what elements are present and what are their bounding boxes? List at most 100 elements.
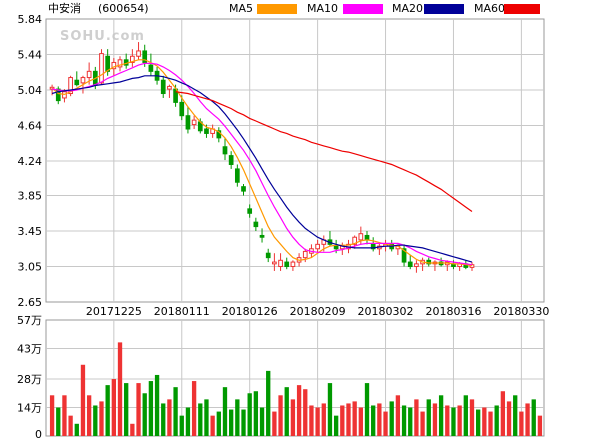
volume-y-axis: 57万 43万 28万 14万 0 — [17, 314, 42, 440]
candle-body-up — [136, 50, 141, 57]
candle — [377, 242, 382, 255]
candle-body-up — [352, 236, 358, 245]
volume-bar-down — [364, 383, 370, 436]
volume-bar-up — [191, 381, 197, 436]
volume-bar-down — [247, 393, 252, 436]
candle — [55, 86, 61, 105]
volume-bar-down — [401, 405, 407, 436]
volume-bar-up — [278, 395, 283, 436]
candle-body-up — [49, 86, 55, 90]
watermark: SOHU.com — [60, 29, 145, 44]
volume-bar-up — [482, 407, 487, 436]
candle-body-down — [105, 55, 111, 72]
candle-body-up — [414, 263, 419, 268]
candle-body-down — [401, 248, 407, 263]
volume-bar-up — [488, 411, 493, 436]
volume-bar-down — [531, 399, 536, 436]
candle-body-up — [278, 259, 283, 268]
volume-bar-up — [68, 415, 73, 436]
volume-bar-up — [111, 379, 116, 436]
candle-body-up — [111, 61, 117, 70]
candle — [68, 75, 73, 97]
candle-body-up — [99, 53, 104, 84]
volume-y-tick-label: 57万 — [17, 314, 42, 327]
price-y-tick-label: 3.45 — [18, 225, 43, 238]
volume-bar-down — [371, 405, 376, 436]
candle-body-up — [86, 70, 92, 79]
volume-bar-up — [309, 405, 314, 436]
legend-ma5-label: MA5 — [229, 2, 253, 15]
candle-body-down — [247, 208, 253, 214]
volume-bar-down — [74, 423, 79, 436]
volume-bar-up — [99, 401, 104, 436]
ma-line-ma20 — [51, 75, 473, 263]
volume-bar-up — [296, 385, 302, 436]
candle — [253, 217, 259, 232]
volume-bar-up — [506, 401, 512, 436]
candle-body-up — [358, 233, 364, 241]
volume-bar-down — [161, 403, 166, 436]
candle-body-down — [407, 261, 413, 268]
price-y-tick-label: 5.84 — [18, 13, 43, 26]
candle — [117, 56, 123, 72]
candle — [191, 115, 197, 130]
candle-body-down — [426, 259, 432, 265]
volume-bar-up — [420, 411, 425, 436]
volume-bar-up — [500, 391, 506, 436]
date-x-tick-label: 20180302 — [358, 305, 414, 318]
candle-body-down — [222, 146, 228, 155]
volume-bar-down — [438, 395, 444, 436]
price-y-tick-label: 5.04 — [18, 84, 43, 97]
price-y-axis: 5.84 5.44 5.04 4.64 4.24 3.85 3.45 3.05 2.65 — [18, 13, 43, 309]
candle — [272, 253, 277, 271]
volume-bar-down — [179, 415, 184, 436]
ma-line-ma60 — [175, 91, 473, 212]
ma-line-ma5 — [51, 59, 473, 267]
volume-y-tick-label: 0 — [35, 428, 42, 440]
price-y-tick-label: 3.85 — [18, 190, 43, 203]
price-y-tick-label: 4.24 — [18, 155, 43, 168]
price-grid — [46, 19, 544, 436]
volume-bar-down — [408, 407, 413, 436]
candle-body-down — [185, 115, 191, 130]
volume-bar-down — [235, 399, 240, 436]
volume-bar-up — [321, 403, 326, 436]
candle-body-down — [333, 245, 339, 250]
candle — [401, 244, 407, 267]
volume-bar-down — [333, 415, 339, 436]
volume-bar-down — [253, 391, 259, 436]
candle — [426, 257, 432, 267]
volume-bar-up — [290, 399, 296, 436]
candle-body-down — [55, 88, 61, 102]
candle-body-down — [142, 50, 148, 63]
candle — [130, 49, 135, 67]
volume-bar-up — [117, 342, 123, 436]
candle-body-down — [179, 101, 185, 117]
candle — [370, 237, 376, 252]
volume-bar-down — [259, 407, 265, 436]
candle — [290, 260, 296, 271]
candle — [315, 239, 320, 254]
legend-ma20-label: MA20 — [392, 2, 423, 15]
volume-bar-up — [377, 403, 382, 436]
price-y-tick-label: 2.65 — [18, 296, 43, 309]
volume-bar-down — [463, 395, 468, 436]
volume-bar-down — [241, 409, 246, 436]
candle — [278, 253, 283, 271]
candle-body-down — [284, 261, 290, 268]
volume-bar-up — [537, 415, 543, 436]
candle — [167, 84, 172, 98]
legend-ma20-swatch — [424, 4, 464, 14]
candle — [469, 262, 475, 271]
volume-y-tick-label: 14万 — [17, 402, 42, 415]
volume-bar-down — [284, 387, 289, 436]
candle-body-up — [80, 77, 86, 84]
candle-body-up — [272, 261, 277, 265]
candle-body-down — [160, 79, 166, 95]
candle — [160, 75, 166, 98]
price-y-tick-label: 4.64 — [18, 119, 43, 132]
volume-bar-down — [154, 374, 160, 436]
volume-bar-down — [142, 393, 147, 436]
volume-bar-up — [414, 399, 419, 436]
